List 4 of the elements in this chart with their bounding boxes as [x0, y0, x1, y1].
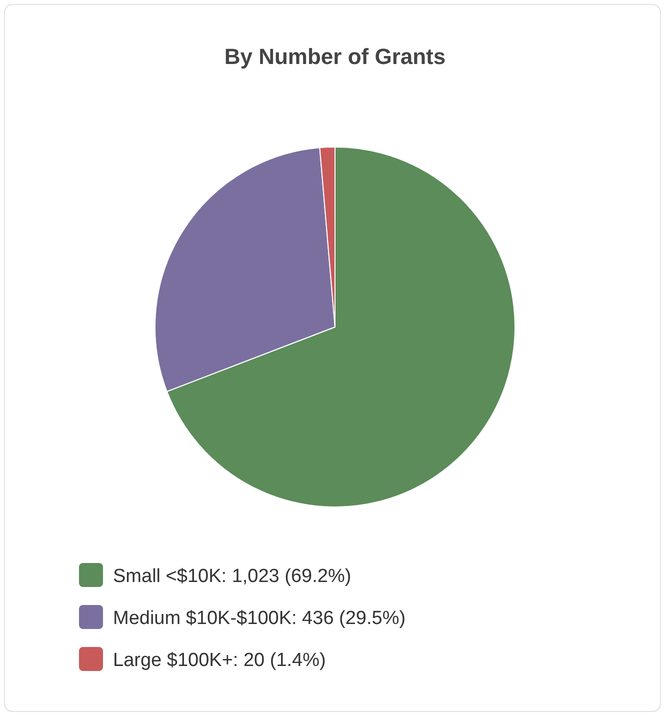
- legend-label: Medium $10K-$100K: 436 (29.5%): [113, 608, 406, 629]
- chart-title: By Number of Grants: [224, 44, 446, 69]
- legend-label: Large $100K+: 20 (1.4%): [113, 650, 326, 671]
- legend-label: Small <$10K: 1,023 (69.2%): [113, 566, 352, 587]
